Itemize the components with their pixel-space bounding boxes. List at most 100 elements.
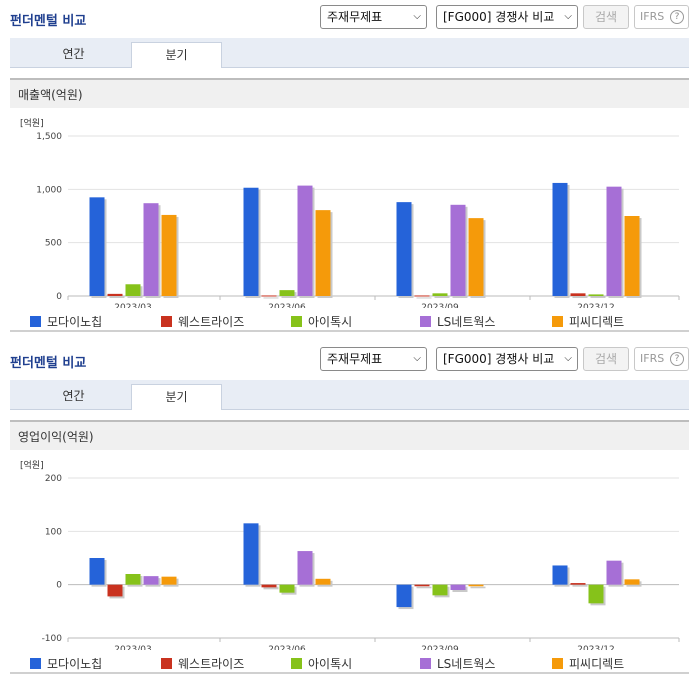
ifrs-button[interactable]: IFRS ? [634, 347, 689, 371]
legend-swatch [420, 316, 431, 327]
y-tick-label: -100 [42, 634, 63, 644]
y-tick-label: 100 [45, 527, 62, 537]
legend-item[interactable]: 아이톡시 [291, 313, 352, 330]
legend-label: 피씨디렉트 [569, 657, 625, 671]
bar [552, 182, 568, 296]
statement-select[interactable]: 주재무제표 ⌵ [320, 5, 427, 29]
chevron-down-icon: ⌵ [564, 353, 572, 364]
legend-item[interactable]: LS네트웍스 [420, 655, 495, 672]
period-tabs: 연간 분기 [10, 380, 689, 410]
operating-profit-bar-chart: [억원] -100 0 100 200 2023/03 2023/06 2023/09 2023… [20, 459, 680, 650]
bar [624, 216, 640, 296]
ifrs-label: IFRS [640, 10, 665, 23]
legend-label: 웨스트라이즈 [178, 657, 245, 671]
panel-header: 펀더멘털 비교 주재무제표 ⌵ [FG000] 경쟁사 비교 ⌵ 검색 IFRS… [0, 342, 696, 374]
tab-quarterly[interactable]: 분기 [131, 42, 222, 68]
bar [588, 294, 604, 296]
legend-swatch [30, 658, 41, 669]
bar [552, 565, 568, 585]
bar [243, 187, 259, 296]
tab-quarterly[interactable]: 분기 [131, 384, 222, 410]
compare-select[interactable]: [FG000] 경쟁사 비교 ⌵ [436, 347, 578, 371]
bar [279, 290, 295, 296]
unit-label: [억원] [20, 459, 44, 471]
bar [261, 295, 277, 297]
legend-label: 모다이노칩 [47, 315, 103, 329]
ifrs-button[interactable]: IFRS ? [634, 5, 689, 29]
legend-item[interactable]: 피씨디렉트 [552, 313, 624, 330]
bar-shadow [470, 586, 486, 589]
x-tick-label: 2023/03 [114, 645, 151, 650]
section-header: 매출액(억원) [10, 78, 689, 108]
section-title: 영업이익(억원) [18, 430, 94, 444]
search-button[interactable]: 검색 [583, 347, 629, 371]
bar-shadow [590, 296, 606, 298]
compare-select-value: [FG000] 경쟁사 비교 [443, 10, 555, 24]
legend-item[interactable]: 모다이노칩 [30, 313, 102, 330]
bar [107, 293, 123, 296]
bar-shadow [263, 297, 279, 299]
bar [588, 584, 604, 604]
chevron-down-icon: ⌵ [564, 11, 572, 22]
y-tick-label: 0 [56, 292, 62, 302]
section-header: 영업이익(억원) [10, 420, 689, 450]
chart-legend: 모다이노칩 웨스트라이즈 아이톡시 LS네트웍스 피씨디렉트 [10, 652, 689, 674]
bar [468, 218, 484, 296]
legend-swatch [161, 316, 172, 327]
legend-label: 모다이노칩 [47, 657, 103, 671]
y-tick-label: 1,500 [36, 132, 62, 142]
fundamental-panel-sales: 펀더멘털 비교 주재무제표 ⌵ [FG000] 경쟁사 비교 ⌵ 검색 IFRS… [10, 5, 689, 332]
y-tick-label: 0 [56, 581, 62, 591]
legend-item[interactable]: 아이톡시 [291, 655, 352, 672]
x-tick-label: 2023/06 [268, 303, 306, 308]
legend-item[interactable]: 모다이노칩 [30, 655, 102, 672]
bar [570, 293, 586, 296]
bar [125, 574, 141, 585]
x-tick-label: 2023/12 [577, 645, 614, 650]
bar [570, 583, 586, 585]
legend-label: 아이톡시 [308, 657, 353, 671]
bar [396, 584, 412, 608]
tab-annual[interactable]: 연간 [62, 389, 85, 403]
bar [315, 578, 331, 585]
bar [125, 284, 141, 296]
legend-item[interactable]: LS네트웍스 [420, 313, 495, 330]
tab-annual[interactable]: 연간 [62, 47, 85, 61]
compare-select[interactable]: [FG000] 경쟁사 비교 ⌵ [436, 5, 578, 29]
bar [414, 295, 430, 297]
ifrs-label: IFRS [640, 352, 665, 365]
help-icon: ? [670, 10, 684, 24]
x-tick-label: 2023/03 [114, 303, 151, 308]
legend-label: 웨스트라이즈 [178, 315, 245, 329]
legend-swatch [552, 658, 563, 669]
bar [143, 203, 159, 296]
bar-shadow [572, 295, 588, 298]
unit-label: [억원] [20, 117, 44, 129]
help-icon: ? [670, 352, 684, 366]
bar-shadow [416, 297, 432, 299]
legend-swatch [552, 316, 563, 327]
x-tick-label: 2023/06 [268, 645, 306, 650]
x-tick-label: 2023/12 [577, 303, 614, 308]
search-button[interactable]: 검색 [583, 5, 629, 29]
bar [107, 584, 123, 597]
x-tick-label: 2023/09 [421, 645, 459, 650]
bar [143, 576, 159, 585]
panel-title: 펀더멘털 비교 [10, 14, 87, 29]
chart-legend: 모다이노칩 웨스트라이즈 아이톡시 LS네트웍스 피씨디렉트 [10, 310, 689, 332]
legend-swatch [420, 658, 431, 669]
bar-shadow [263, 586, 279, 590]
bar [396, 202, 412, 296]
statement-select[interactable]: 주재무제표 ⌵ [320, 347, 427, 371]
legend-item[interactable]: 피씨디렉트 [552, 655, 624, 672]
bar-shadow [109, 295, 125, 298]
bar-shadow [434, 295, 450, 298]
panel-title: 펀더멘털 비교 [10, 356, 87, 371]
legend-item[interactable]: 웨스트라이즈 [161, 655, 244, 672]
statement-select-value: 주재무제표 [327, 10, 383, 24]
compare-select-value: [FG000] 경쟁사 비교 [443, 352, 555, 366]
legend-item[interactable]: 웨스트라이즈 [161, 313, 244, 330]
bar [432, 584, 448, 596]
bar [297, 185, 313, 296]
bar [161, 214, 177, 296]
